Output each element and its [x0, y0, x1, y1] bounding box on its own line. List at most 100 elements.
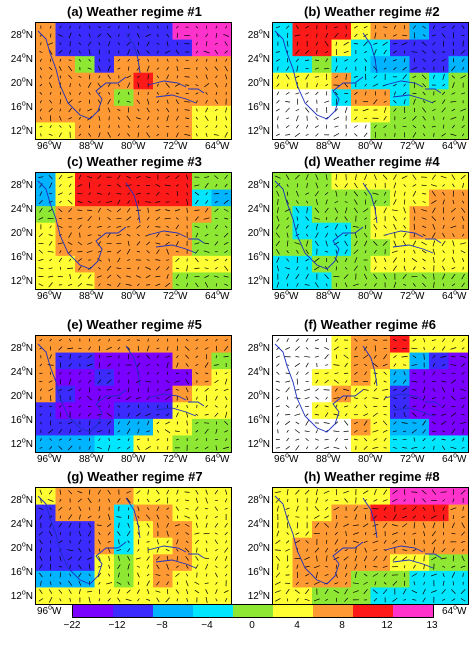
wind-vector: [225, 125, 228, 128]
wind-vector: [165, 209, 171, 212]
grid-cell: [390, 402, 410, 420]
wind-vector: [137, 498, 140, 502]
wind-vector: [364, 240, 368, 247]
wind-vector: [186, 199, 189, 205]
wind-vector: [391, 524, 398, 527]
grid-cell: [351, 222, 371, 240]
wind-vector: [156, 42, 160, 45]
wind-vector: [412, 184, 417, 187]
wind-vector: [69, 91, 71, 95]
wind-vector: [98, 58, 100, 62]
grid-cell: [75, 336, 95, 354]
grid-cell: [429, 173, 449, 191]
wind-vector: [345, 224, 348, 229]
wind-vector: [77, 490, 83, 494]
grid-cell: [114, 488, 134, 506]
wind-vector: [314, 522, 319, 528]
wind-vector: [295, 190, 299, 197]
wind-vector: [372, 429, 379, 433]
colorbar-tick-label: −22: [63, 620, 81, 631]
grid-cell: [114, 336, 134, 354]
grid-cell: [153, 255, 173, 273]
wind-vector: [137, 132, 140, 138]
wind-vector: [451, 65, 456, 72]
wind-vector: [422, 193, 427, 195]
wind-vector: [354, 404, 358, 409]
grid-cell: [55, 369, 76, 387]
wind-vector: [118, 125, 120, 129]
wind-vector: [69, 274, 71, 280]
wind-vector: [274, 549, 281, 551]
wind-vector: [39, 405, 43, 408]
wind-vector: [39, 67, 42, 71]
grid-cell: [94, 173, 115, 191]
wind-vector: [215, 428, 218, 434]
wind-vector: [146, 580, 150, 587]
wind-vector: [334, 372, 339, 375]
wind-vector: [40, 580, 42, 586]
grid-cell: [312, 72, 332, 90]
wind-vector: [403, 404, 407, 409]
wind-vector: [125, 598, 132, 602]
wind-vector: [97, 267, 101, 270]
wind-vector: [354, 133, 358, 137]
wind-vector: [450, 208, 456, 213]
wind-vector: [393, 421, 397, 425]
wind-vector: [442, 598, 446, 601]
grid-cell: [133, 554, 154, 572]
lat-label: 20oN: [247, 226, 270, 239]
grid-cell: [55, 272, 76, 289]
wind-vector: [39, 447, 43, 449]
wind-vector: [305, 582, 309, 585]
grid-cell: [390, 105, 410, 123]
wind-vector: [68, 192, 72, 195]
grid-cell: [448, 570, 468, 588]
wind-vector: [354, 91, 358, 95]
grid-cell: [409, 222, 430, 240]
grid-cell: [370, 554, 391, 572]
wind-vector: [432, 240, 436, 247]
wind-vector: [127, 522, 130, 528]
wind-vector: [373, 42, 378, 45]
wind-vector: [461, 207, 466, 213]
wind-vector: [107, 232, 112, 238]
grid-cell: [312, 435, 332, 452]
wind-vector: [344, 564, 348, 570]
wind-vector: [136, 33, 140, 38]
wind-vector: [39, 108, 42, 112]
wind-vector: [324, 225, 329, 229]
wind-vector: [87, 82, 92, 88]
wind-vector: [98, 49, 100, 55]
wind-vector: [442, 580, 445, 586]
wind-vector: [116, 249, 122, 254]
grid-cell: [192, 570, 212, 588]
grid-cell: [55, 255, 76, 273]
wind-vector: [147, 58, 150, 62]
lon-label: 72oW: [400, 139, 425, 152]
grid-cell: [55, 352, 76, 370]
wind-vector: [107, 444, 111, 451]
wind-vector: [126, 233, 131, 237]
wind-vector: [166, 530, 169, 537]
wind-vector: [39, 363, 43, 367]
wind-vector: [224, 41, 228, 46]
grid-cell: [331, 239, 352, 257]
grid-cell: [133, 105, 154, 123]
wind-vector: [224, 597, 228, 602]
wind-vector: [382, 41, 388, 46]
wind-vector: [224, 132, 228, 138]
wind-vector: [165, 82, 170, 88]
wind-vector: [382, 565, 388, 568]
grid-cell: [211, 72, 231, 90]
wind-vector: [411, 51, 418, 53]
wind-vector: [324, 372, 329, 375]
wind-vector: [432, 25, 436, 30]
wind-vector: [286, 489, 289, 496]
wind-vector: [421, 184, 427, 187]
wind-vector: [196, 388, 198, 392]
wind-vector: [344, 588, 348, 595]
wind-vector: [276, 281, 280, 288]
wind-vector: [364, 396, 367, 400]
wind-vector: [166, 346, 169, 351]
wind-vector: [48, 388, 53, 392]
